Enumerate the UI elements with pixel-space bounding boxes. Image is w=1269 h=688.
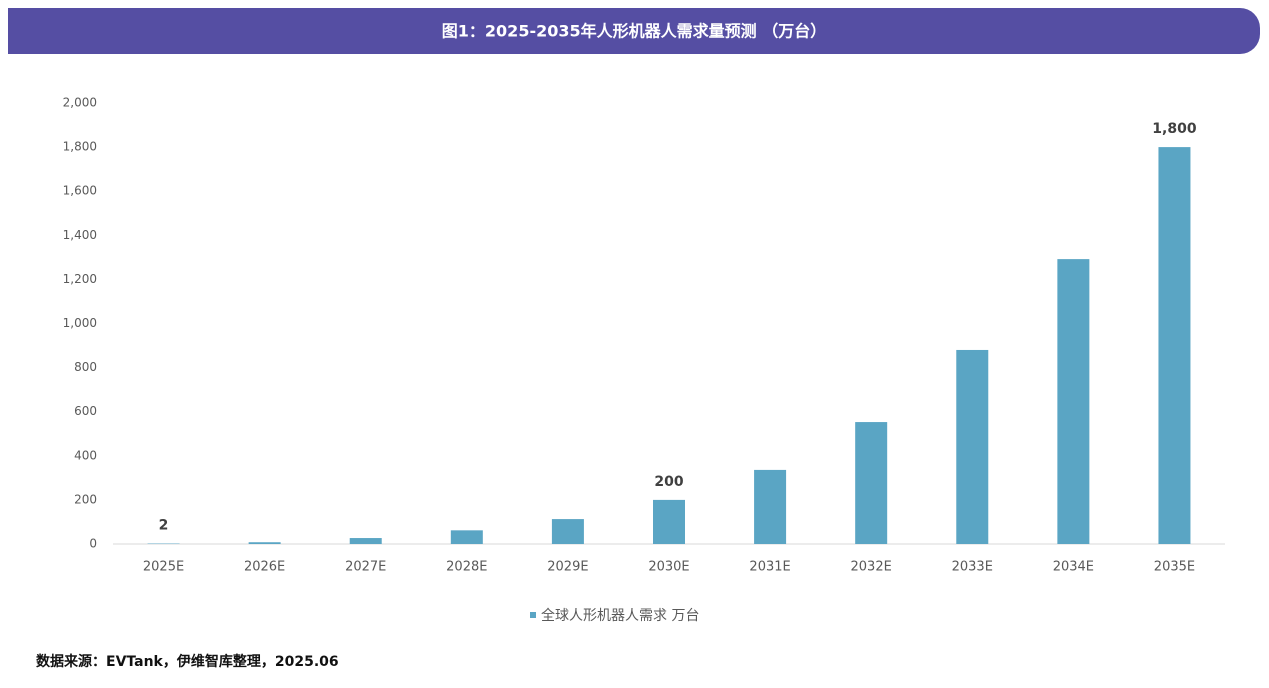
x-tick-label: 2029E xyxy=(547,560,588,575)
bar xyxy=(249,542,281,544)
x-tick-label: 2031E xyxy=(749,560,790,575)
x-tick-label: 2027E xyxy=(345,560,386,575)
data-label: 200 xyxy=(654,474,683,490)
y-tick-label: 200 xyxy=(74,492,97,506)
data-label: 1,800 xyxy=(1152,121,1197,137)
source-note: 数据来源：EVTank，伊维智库整理，2025.06 xyxy=(36,653,339,670)
y-tick-label: 2,000 xyxy=(63,96,97,110)
bar xyxy=(1158,147,1190,544)
x-tick-label: 2032E xyxy=(851,560,892,575)
x-tick-label: 2034E xyxy=(1053,560,1094,575)
y-tick-label: 1,600 xyxy=(63,184,97,198)
x-tick-label: 2033E xyxy=(952,560,993,575)
chart-title: 图1：2025-2035年人形机器人需求量预测 （万台） xyxy=(442,22,826,41)
bar xyxy=(855,422,887,544)
bar xyxy=(956,350,988,544)
data-label: 2 xyxy=(159,518,169,534)
y-tick-label: 1,800 xyxy=(63,140,97,154)
bar xyxy=(1057,259,1089,544)
legend: 全球人形机器人需求 万台 xyxy=(530,607,699,624)
x-tick-label: 2028E xyxy=(446,560,487,575)
y-tick-label: 600 xyxy=(74,404,97,418)
bar xyxy=(754,470,786,544)
bar xyxy=(552,519,584,544)
bar xyxy=(451,530,483,544)
x-tick-label: 2026E xyxy=(244,560,285,575)
legend-label: 全球人形机器人需求 万台 xyxy=(541,607,699,624)
y-tick-label: 800 xyxy=(74,360,97,374)
bar xyxy=(350,538,382,544)
x-tick-label: 2030E xyxy=(648,560,689,575)
y-tick-label: 1,400 xyxy=(63,228,97,242)
y-tick-label: 1,000 xyxy=(63,316,97,330)
y-tick-label: 0 xyxy=(89,537,97,551)
x-tick-label: 2025E xyxy=(143,560,184,575)
y-tick-label: 1,200 xyxy=(63,272,97,286)
legend-swatch xyxy=(530,612,536,618)
y-tick-label: 400 xyxy=(74,448,97,462)
bar xyxy=(653,500,685,544)
x-tick-label: 2035E xyxy=(1154,560,1195,575)
